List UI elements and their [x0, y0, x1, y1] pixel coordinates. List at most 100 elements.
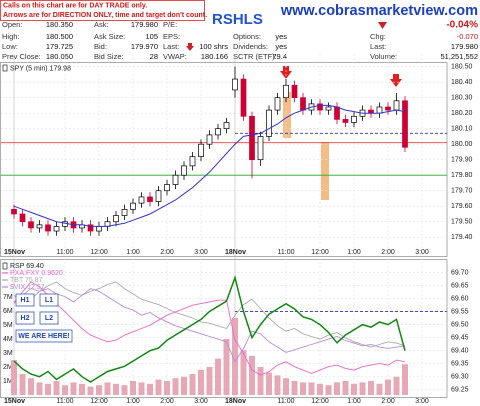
quote-value: 105 [145, 32, 158, 41]
quote-value: 100 shrs [199, 42, 228, 51]
x-tick-label: 1:00 [126, 398, 140, 405]
candle-body [11, 208, 17, 215]
annotation-box [15, 311, 35, 325]
quote-value: -0.070 [457, 32, 478, 41]
y-tick-label: 69.25 [451, 387, 469, 394]
x-tick-label: 15Nov [4, 249, 25, 256]
x-tick-label: 15Nov [4, 398, 25, 405]
volume-bar [274, 375, 281, 395]
legend-icon [2, 262, 8, 270]
candle-body [113, 215, 119, 223]
x-tick-label: 11:00 [57, 398, 74, 405]
volume-bar [79, 383, 85, 395]
quote-value: 180.500 [46, 32, 73, 41]
candle-body [96, 226, 102, 232]
y-tick-label: 180.20 [451, 110, 473, 117]
candle-body [402, 100, 408, 148]
x-tick-label: 2:00 [381, 249, 395, 256]
y-tick-label: 69.65 [451, 282, 469, 289]
quote-label: EPS: [163, 32, 180, 41]
annotation-box [15, 293, 35, 307]
x-tick-label: 12:00 [90, 249, 108, 256]
quote-value: 180.050 [46, 52, 73, 61]
volume-bar [283, 378, 289, 395]
candle-body [385, 106, 391, 111]
candle-body [130, 202, 136, 210]
y-tick-label: 180.00 [451, 141, 473, 148]
x-tick-label: 11:00 [278, 249, 295, 256]
quote-value: 79.4 [272, 52, 287, 61]
candle-body [393, 100, 400, 111]
candle-body [300, 97, 306, 111]
candle-body [155, 190, 162, 202]
quote-label: Options: [233, 32, 261, 41]
quote-label: High: [2, 32, 20, 41]
candle-body [53, 226, 60, 232]
volume-bar [266, 372, 272, 395]
candle-body [215, 128, 221, 136]
volume-bar [104, 382, 111, 395]
x-tick-label: 2:00 [160, 249, 174, 256]
x-tick-label: 12:00 [311, 398, 329, 405]
y-tick-label: 180.10 [451, 126, 473, 133]
volume-bar [164, 381, 170, 395]
annotation-box [39, 293, 59, 307]
volume-bar [45, 383, 51, 395]
x-tick-label: 12:00 [311, 249, 329, 256]
candle-body [317, 103, 323, 111]
candle-body [28, 221, 34, 229]
y-tick-label: 69.60 [451, 295, 469, 302]
volume-bar [240, 350, 247, 395]
direction-arrow [390, 74, 402, 87]
volume-bar [28, 378, 34, 395]
annotation-box [39, 311, 59, 325]
volume-bar [232, 318, 238, 395]
volume-bar [215, 358, 221, 395]
legend-label: RSP 69.40 [10, 263, 44, 270]
y2-tick-label: 3M [3, 350, 13, 357]
y-tick-label: 69.70 [451, 269, 469, 276]
quote-value: 51,251,552 [440, 52, 478, 61]
quote-label: Ask Size: [94, 32, 125, 41]
candle-body [249, 115, 255, 161]
volume-bar [334, 382, 340, 395]
x-tick-label: 18Nov [225, 398, 246, 405]
x-tick-label: 3:00 [194, 249, 208, 256]
candle-body [351, 115, 357, 123]
volume-bar [223, 339, 230, 395]
disclaimer: Arrows are for DIRECTION ONLY, time and … [3, 12, 207, 19]
quote-value: 179.725 [46, 42, 73, 51]
direction-arrow [280, 66, 292, 79]
volume-bar [189, 374, 196, 395]
volume-bar [62, 385, 68, 395]
legend-label: SPY (5 min) 179.98 [10, 65, 71, 72]
candle-body [266, 109, 272, 137]
volume-bar [138, 382, 145, 395]
y-tick-label: 179.70 [451, 188, 473, 195]
site-url: www.cobrasmarketview.com [280, 3, 478, 19]
candle-body [283, 84, 289, 99]
quote-label: Open: [2, 20, 22, 29]
y2-tick-label: 1M [3, 378, 13, 385]
candle-body [257, 136, 264, 161]
x-tick-label: 11:00 [278, 398, 295, 405]
x-tick-label: 11:00 [57, 249, 74, 256]
x-tick-label: 1:00 [347, 249, 361, 256]
y-tick-label: 179.80 [451, 172, 473, 179]
quote-label: Volume: [370, 52, 397, 61]
volume-bar [147, 383, 153, 395]
y2-tick-label: 2M [3, 364, 13, 371]
overlay-line [13, 288, 406, 363]
volume-bar [206, 367, 213, 395]
x-tick-label: 18Nov [225, 249, 246, 256]
candle-body [240, 78, 247, 117]
highlight-zone [321, 142, 329, 200]
x-tick-label: 2:00 [160, 398, 174, 405]
y-tick-label: 69.30 [451, 374, 469, 381]
quote-label: Chg: [370, 32, 386, 41]
legend-label: $VIX 12.57 [10, 284, 45, 291]
candle-body [172, 174, 179, 185]
volume-bar [181, 376, 187, 395]
y-tick-label: 179.40 [451, 234, 473, 241]
y-tick-label: 180.50 [451, 63, 473, 70]
